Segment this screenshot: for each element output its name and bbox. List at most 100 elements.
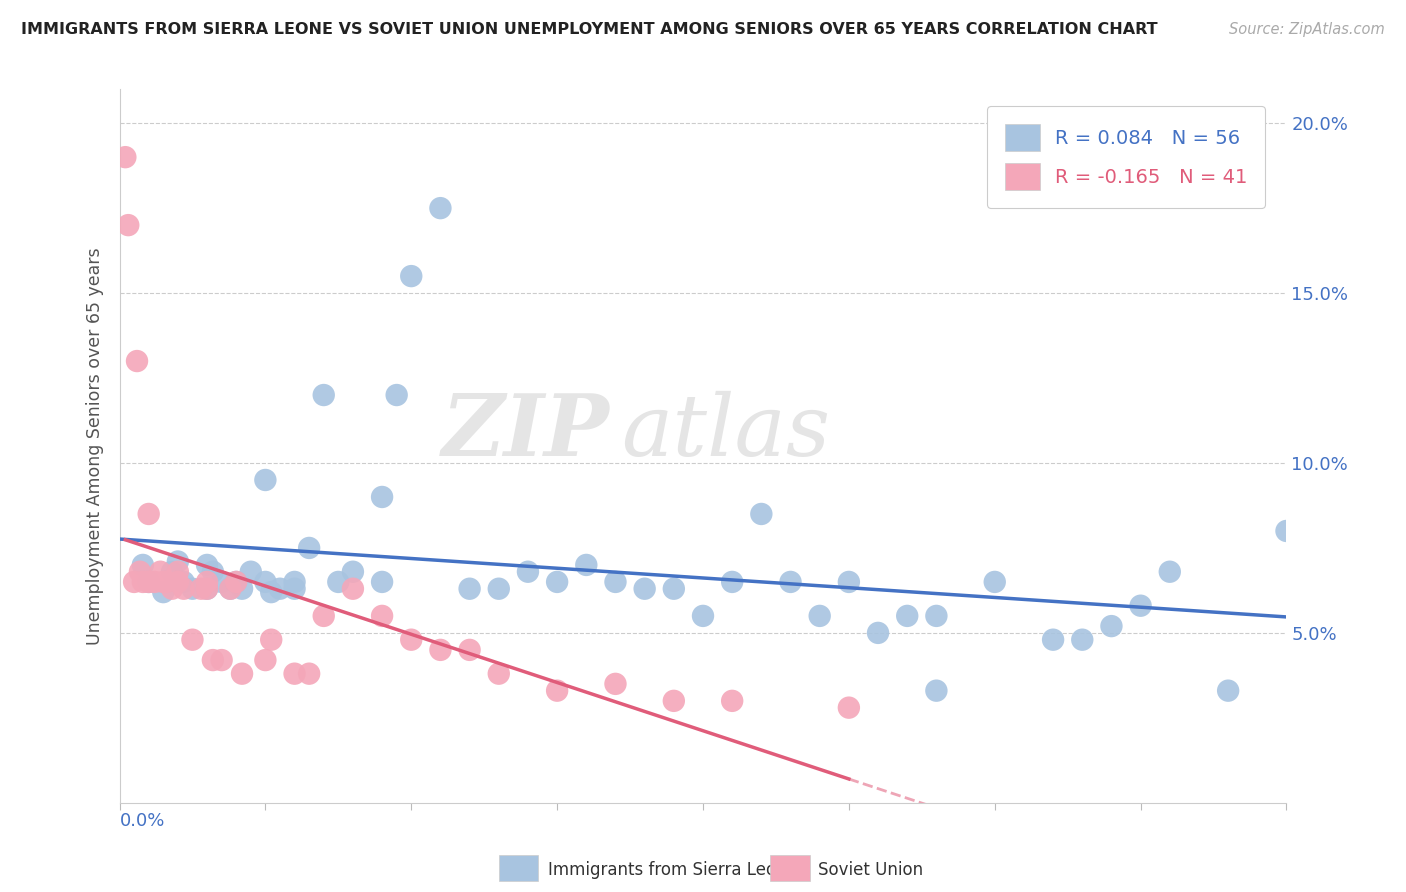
Point [838, 574, 860, 589]
Point [371, 490, 394, 504]
Point [173, 574, 195, 589]
Point [254, 574, 277, 589]
Point [925, 683, 948, 698]
Point [181, 632, 204, 647]
Point [155, 574, 177, 589]
Point [342, 565, 364, 579]
Point [1042, 632, 1064, 647]
Point [284, 582, 307, 596]
Point [195, 582, 218, 596]
Point [166, 565, 188, 579]
Point [721, 694, 744, 708]
Point [1101, 619, 1123, 633]
Point [751, 507, 773, 521]
Point [143, 574, 166, 589]
Point [211, 653, 233, 667]
Point [225, 574, 247, 589]
Point [328, 574, 350, 589]
Point [132, 574, 155, 589]
Point [122, 574, 145, 589]
Point [517, 565, 540, 579]
Point [298, 541, 321, 555]
Point [1071, 632, 1094, 647]
Point [342, 582, 364, 596]
Point [984, 574, 1007, 589]
Point [429, 201, 451, 215]
Point [458, 582, 481, 596]
Point [488, 666, 510, 681]
Point [371, 608, 394, 623]
Point [312, 388, 335, 402]
Point [808, 608, 831, 623]
Point [385, 388, 408, 402]
Point [1129, 599, 1152, 613]
Text: 0.0%: 0.0% [120, 812, 165, 830]
Point [838, 700, 860, 714]
Point [114, 150, 136, 164]
Point [260, 585, 283, 599]
Point [190, 582, 212, 596]
Point [195, 582, 218, 596]
Point [779, 574, 801, 589]
Point [1218, 683, 1240, 698]
Point [132, 558, 155, 572]
Text: ZIP: ZIP [441, 390, 610, 474]
Point [166, 555, 188, 569]
Point [458, 643, 481, 657]
Point [633, 582, 655, 596]
Point [662, 582, 685, 596]
Point [605, 677, 627, 691]
Point [211, 574, 233, 589]
Point [254, 473, 277, 487]
Y-axis label: Unemployment Among Seniors over 65 years: Unemployment Among Seniors over 65 years [86, 247, 104, 645]
Point [173, 582, 195, 596]
Point [125, 354, 148, 368]
Point [254, 653, 277, 667]
Point [149, 565, 172, 579]
Point [225, 574, 247, 589]
Text: Immigrants from Sierra Leone: Immigrants from Sierra Leone [548, 861, 797, 879]
Point [129, 565, 152, 579]
Point [401, 632, 423, 647]
Point [312, 608, 335, 623]
Point [1275, 524, 1298, 538]
Point [371, 574, 394, 589]
Point [138, 507, 160, 521]
Point [605, 574, 627, 589]
Point [152, 574, 174, 589]
Point [298, 666, 321, 681]
Point [488, 582, 510, 596]
Point [721, 574, 744, 589]
Point [166, 574, 188, 589]
Point [231, 582, 253, 596]
Point [160, 582, 183, 596]
Point [181, 582, 204, 596]
Point [160, 565, 183, 579]
Point [239, 565, 262, 579]
Point [117, 218, 139, 232]
Text: Source: ZipAtlas.com: Source: ZipAtlas.com [1229, 22, 1385, 37]
Point [546, 574, 568, 589]
Point [260, 632, 283, 647]
Point [546, 683, 568, 698]
Legend: R = 0.084   N = 56, R = -0.165   N = 41: R = 0.084 N = 56, R = -0.165 N = 41 [987, 106, 1265, 208]
Point [269, 582, 291, 596]
Point [401, 269, 423, 284]
Point [201, 653, 224, 667]
Point [152, 585, 174, 599]
Point [692, 608, 714, 623]
Point [219, 582, 242, 596]
Point [866, 626, 889, 640]
Point [1159, 565, 1181, 579]
Point [925, 608, 948, 623]
Point [284, 574, 307, 589]
Text: IMMIGRANTS FROM SIERRA LEONE VS SOVIET UNION UNEMPLOYMENT AMONG SENIORS OVER 65 : IMMIGRANTS FROM SIERRA LEONE VS SOVIET U… [21, 22, 1157, 37]
Point [138, 574, 160, 589]
Point [201, 565, 224, 579]
Point [195, 558, 218, 572]
Point [138, 574, 160, 589]
Point [429, 643, 451, 657]
Text: Soviet Union: Soviet Union [818, 861, 924, 879]
Point [662, 694, 685, 708]
Point [195, 574, 218, 589]
